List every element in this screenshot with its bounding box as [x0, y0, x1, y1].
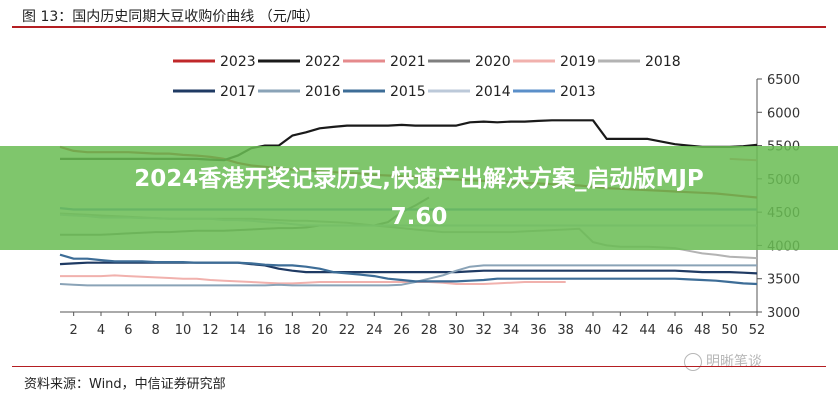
footer-rule [12, 366, 826, 367]
x-tick-label: 52 [749, 323, 766, 338]
x-tick-label: 50 [721, 323, 738, 338]
x-tick-label: 48 [694, 323, 711, 338]
x-tick-label: 12 [202, 323, 219, 338]
series-line-2017 [59, 261, 758, 275]
x-tick-label: 16 [257, 323, 274, 338]
y-tick-label: 6000 [767, 106, 800, 121]
x-tick-label: 44 [639, 323, 656, 338]
chart-legend: 2023 2022 2021 2020 2019 2018 2017 2016 2015 2014… [173, 54, 681, 100]
x-tick-label: 30 [448, 323, 465, 338]
banner-line-1: 2024香港开奖记录历史,快速产出解决方案_启动版MJP [134, 166, 704, 192]
x-tick-label: 46 [667, 323, 684, 338]
x-tick-label: 20 [311, 323, 328, 338]
legend-label-2022: 2022 [305, 54, 341, 70]
source-note: 资料来源：Wind，中信证券研究部 [24, 377, 226, 392]
x-tick-label: 32 [475, 323, 492, 338]
legend-label-2015: 2015 [390, 84, 426, 100]
x-tick-label: 36 [530, 323, 547, 338]
x-tick-label: 24 [366, 323, 383, 338]
x-tick-label: 42 [612, 323, 629, 338]
x-tick-label: 10 [175, 323, 192, 338]
x-tick-label: 34 [503, 323, 520, 338]
y-tick-label: 3000 [767, 306, 800, 321]
series-line-2019 [60, 274, 566, 285]
overlay-banner: 2024香港开奖记录历史,快速产出解决方案_启动版MJP 7.60 [0, 146, 838, 250]
legend-label-2023: 2023 [220, 54, 256, 70]
wechat-logo-icon [684, 353, 702, 371]
legend-label-2018: 2018 [645, 54, 681, 70]
series-line-2015 [59, 253, 758, 286]
x-tick-label: 14 [229, 323, 246, 338]
y-tick-label: 3500 [767, 273, 800, 288]
watermark: 明晰笔谈 [684, 351, 762, 371]
x-tick-label: 38 [557, 323, 574, 338]
x-tick-label: 22 [339, 323, 356, 338]
x-tick-label: 4 [97, 323, 105, 338]
banner-headline: 2024香港开奖记录历史,快速产出解决方案_启动版MJP 7.60 [0, 160, 838, 236]
legend-label-2016: 2016 [305, 84, 341, 100]
watermark-text: 明晰笔谈 [706, 354, 762, 370]
legend-label-2017: 2017 [220, 84, 256, 100]
legend-label-2020: 2020 [475, 54, 511, 70]
x-tick-label: 40 [585, 323, 602, 338]
legend-label-2019: 2019 [560, 54, 596, 70]
banner-line-2: 7.60 [390, 204, 448, 230]
series-line-2016 [59, 264, 757, 287]
x-tick-label: 28 [421, 323, 438, 338]
legend-label-2014: 2014 [475, 84, 511, 100]
y-tick-label: 6500 [767, 73, 800, 88]
x-tick-label: 8 [152, 323, 160, 338]
x-tick-label: 2 [70, 323, 78, 338]
legend-label-2021: 2021 [390, 54, 426, 70]
x-tick-label: 6 [124, 323, 132, 338]
legend-label-2013: 2013 [560, 84, 596, 100]
x-tick-label: 18 [284, 323, 301, 338]
figure-title-bar: 图 13：国内历史同期大豆收购价曲线 （元/吨） [12, 4, 826, 28]
figure-title: 图 13：国内历史同期大豆收购价曲线 （元/吨） [22, 9, 320, 25]
x-tick-label: 26 [393, 323, 410, 338]
